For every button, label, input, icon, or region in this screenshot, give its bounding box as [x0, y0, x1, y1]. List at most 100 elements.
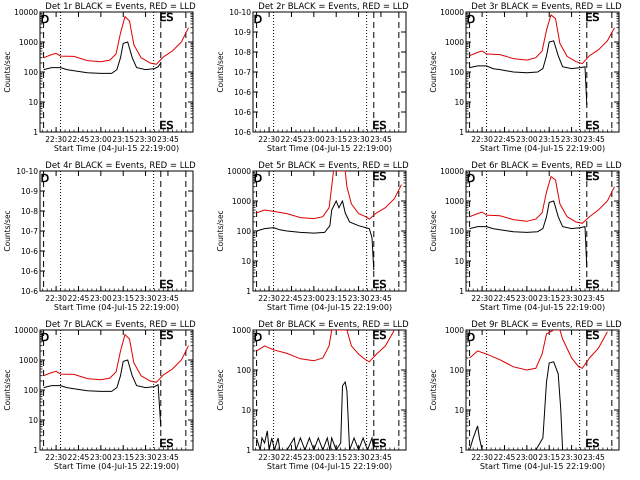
panel-title: Det 7r BLACK = Events, RED = LLD: [45, 320, 196, 330]
x-tick-label: 23:15: [325, 135, 347, 144]
y-tick-label: 100: [237, 366, 252, 375]
y-tick-label: 1: [246, 446, 251, 455]
y-tick-label: 10-8: [234, 48, 251, 57]
x-tick-label: 23:00: [516, 135, 538, 144]
detector-panel: Det 1r BLACK = Events, RED = LLD 1 10 100 10…: [3, 2, 196, 153]
detector-panel: Det 3r BLACK = Events, RED = LLD 1 10 100 10…: [429, 2, 622, 153]
x-tick-label: 23:30: [135, 453, 157, 462]
y-tick-label: 1: [33, 128, 38, 137]
x-tick-label: 23:30: [348, 135, 370, 144]
x-tick-label: 23:15: [112, 453, 134, 462]
x-tick-label: 22:30: [45, 453, 67, 462]
x-tick-label: 23:00: [90, 453, 112, 462]
y-tick-label: 100: [24, 68, 39, 77]
x-axis-label: Start Time (04-Jul-15 22:19:00): [480, 462, 605, 471]
x-tick-label: 23:00: [90, 294, 112, 303]
events-series-line: [43, 359, 162, 427]
end-marker-label-top: ES: [585, 11, 599, 24]
events-series-line: [43, 41, 162, 74]
x-tick-label: 22:45: [281, 294, 303, 303]
start-marker-label: D: [467, 13, 475, 26]
x-tick-label: 22:45: [68, 135, 90, 144]
events-series-line: [469, 361, 587, 450]
y-tick-label: 100: [450, 68, 465, 77]
y-axis-label: Counts/sec: [216, 369, 225, 410]
x-tick-label: 22:45: [68, 294, 90, 303]
y-tick-label: 10-8: [21, 207, 38, 216]
x-tick-label: 23:45: [157, 135, 179, 144]
events-series-line: [256, 199, 375, 271]
x-tick-label: 23:00: [303, 135, 325, 144]
plot-frame: [465, 11, 620, 133]
y-tick-label: 10-6: [21, 287, 38, 296]
events-series-line: [256, 380, 375, 450]
start-marker-label: D: [254, 13, 262, 26]
x-tick-label: 23:45: [583, 135, 605, 144]
plot-frame: [465, 329, 620, 451]
x-axis-label: Start Time (04-Jul-15 22:19:00): [267, 144, 392, 153]
y-tick-label: 10-6: [21, 267, 38, 276]
x-tick-label: 22:45: [68, 453, 90, 462]
end-marker-label-top: ES: [372, 170, 386, 183]
events-series-line: [469, 40, 588, 105]
x-tick-label: 23:45: [370, 453, 392, 462]
x-tick-label: 23:00: [516, 453, 538, 462]
y-axis-label: Counts/sec: [216, 51, 225, 92]
detector-panel: Det 6r BLACK = Events, RED = LLD 1 10 100 10…: [429, 161, 622, 312]
x-tick-label: 23:00: [90, 135, 112, 144]
x-tick-label: 22:30: [258, 294, 280, 303]
panel-title: Det 2r BLACK = Events, RED = LLD: [258, 2, 409, 12]
x-tick-label: 23:30: [561, 294, 583, 303]
x-tick-label: 23:15: [538, 135, 560, 144]
detector-panel: Det 7r BLACK = Events, RED = LLD 1 10 100 10…: [3, 320, 196, 471]
end-marker-label-top: ES: [159, 329, 173, 342]
end-marker-label: ES: [585, 119, 599, 132]
y-tick-label: 10000: [440, 8, 464, 17]
plot-frame: [39, 329, 194, 451]
y-tick-label: 100: [450, 227, 465, 236]
y-tick-label: 10-6: [234, 128, 251, 137]
x-tick-label: 22:45: [281, 135, 303, 144]
x-tick-label: 23:30: [561, 453, 583, 462]
y-tick-label: 1: [459, 287, 464, 296]
lld-series-line: [469, 330, 608, 371]
y-tick-label: 1000: [232, 326, 251, 335]
detector-panel: Det 9r BLACK = Events, RED = LLD 1 10 100 10…: [429, 320, 622, 471]
y-axis-label: Counts/sec: [3, 210, 12, 251]
plot-frame: [465, 170, 620, 292]
y-tick-label: 10-10: [16, 167, 38, 176]
y-tick-label: 10-10: [229, 8, 251, 17]
plot-frame: [39, 11, 194, 133]
x-tick-label: 23:00: [303, 453, 325, 462]
y-tick-label: 1000: [19, 38, 38, 47]
panel-title: Det 3r BLACK = Events, RED = LLD: [471, 2, 622, 12]
x-tick-label: 23:15: [112, 294, 134, 303]
y-tick-label: 10000: [227, 167, 251, 176]
y-tick-label: 10-6: [21, 247, 38, 256]
start-marker-label: D: [467, 331, 475, 344]
y-tick-label: 100: [450, 366, 465, 375]
y-tick-label: 1000: [445, 197, 464, 206]
y-tick-label: 1000: [445, 326, 464, 335]
start-marker-label: D: [41, 13, 49, 26]
panel-title: Det 9r BLACK = Events, RED = LLD: [471, 320, 622, 330]
x-tick-label: 23:45: [583, 294, 605, 303]
x-tick-label: 23:45: [370, 135, 392, 144]
x-axis-label: Start Time (04-Jul-15 22:19:00): [54, 303, 179, 312]
x-tick-label: 23:45: [157, 453, 179, 462]
lld-series-line: [469, 175, 615, 224]
x-tick-label: 23:30: [561, 135, 583, 144]
x-tick-label: 23:15: [112, 135, 134, 144]
x-tick-label: 22:45: [281, 453, 303, 462]
y-axis-label: Counts/sec: [429, 51, 438, 92]
start-marker-label: D: [254, 172, 262, 185]
x-tick-label: 23:00: [303, 294, 325, 303]
lld-series-line: [469, 14, 615, 65]
end-marker-label-top: ES: [585, 170, 599, 183]
x-tick-label: 23:15: [538, 453, 560, 462]
x-tick-label: 22:30: [258, 135, 280, 144]
x-tick-label: 23:00: [516, 294, 538, 303]
y-tick-label: 100: [237, 227, 252, 236]
start-marker-label: D: [467, 172, 475, 185]
lld-series-line: [256, 330, 395, 363]
